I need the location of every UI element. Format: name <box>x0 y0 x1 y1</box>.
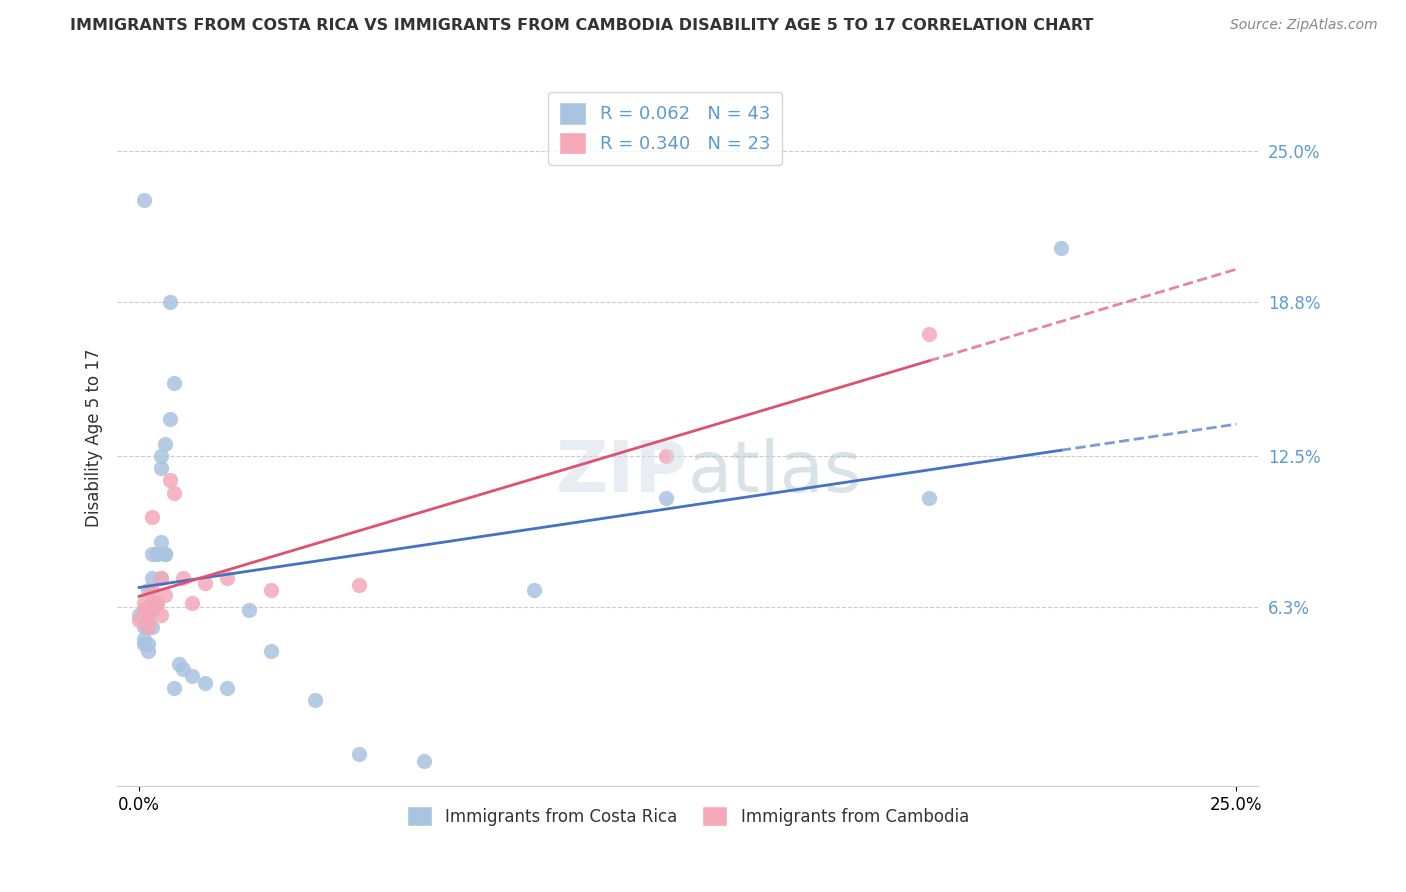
Point <box>260 583 283 598</box>
Point <box>655 449 678 463</box>
Point <box>132 603 155 617</box>
Point <box>918 491 941 505</box>
Point <box>163 681 186 695</box>
Point <box>150 449 173 463</box>
Point <box>145 596 167 610</box>
Point <box>413 755 436 769</box>
Point <box>136 637 159 651</box>
Legend: Immigrants from Costa Rica, Immigrants from Cambodia: Immigrants from Costa Rica, Immigrants f… <box>401 799 976 833</box>
Point <box>136 613 159 627</box>
Point <box>136 620 159 634</box>
Point <box>163 376 186 390</box>
Point <box>128 607 150 622</box>
Point <box>163 485 186 500</box>
Point <box>136 644 159 658</box>
Point <box>141 620 163 634</box>
Point <box>136 583 159 598</box>
Point <box>145 596 167 610</box>
Point <box>180 669 202 683</box>
Point <box>150 461 173 475</box>
Point <box>347 747 370 761</box>
Point <box>155 588 177 602</box>
Point <box>141 510 163 524</box>
Point <box>159 474 181 488</box>
Point <box>655 491 678 505</box>
Point <box>155 437 177 451</box>
Point <box>141 596 163 610</box>
Point <box>141 603 163 617</box>
Point <box>180 596 202 610</box>
Point <box>145 547 167 561</box>
Point <box>136 607 159 622</box>
Point <box>155 547 177 561</box>
Text: Source: ZipAtlas.com: Source: ZipAtlas.com <box>1230 18 1378 32</box>
Text: ZIP: ZIP <box>555 438 688 507</box>
Point <box>155 547 177 561</box>
Point <box>132 620 155 634</box>
Point <box>172 661 194 675</box>
Point <box>132 193 155 207</box>
Point <box>141 583 163 598</box>
Point <box>918 326 941 341</box>
Point <box>194 576 217 591</box>
Point <box>215 571 238 585</box>
Point <box>159 295 181 310</box>
Point <box>260 644 283 658</box>
Point <box>145 547 167 561</box>
Point <box>132 603 155 617</box>
Point <box>194 676 217 690</box>
Point <box>136 607 159 622</box>
Point <box>141 547 163 561</box>
Point <box>215 681 238 695</box>
Point <box>167 657 190 671</box>
Point <box>132 632 155 647</box>
Text: atlas: atlas <box>688 438 862 507</box>
Point <box>132 596 155 610</box>
Point <box>141 571 163 585</box>
Point <box>1050 241 1073 255</box>
Point <box>159 412 181 426</box>
Point <box>304 693 326 707</box>
Point <box>347 578 370 592</box>
Point <box>128 613 150 627</box>
Point <box>132 637 155 651</box>
Text: IMMIGRANTS FROM COSTA RICA VS IMMIGRANTS FROM CAMBODIA DISABILITY AGE 5 TO 17 CO: IMMIGRANTS FROM COSTA RICA VS IMMIGRANTS… <box>70 18 1094 33</box>
Point <box>523 583 546 598</box>
Point <box>172 571 194 585</box>
Point <box>150 571 173 585</box>
Point <box>150 534 173 549</box>
Y-axis label: Disability Age 5 to 17: Disability Age 5 to 17 <box>86 349 103 527</box>
Point <box>136 620 159 634</box>
Point <box>238 603 260 617</box>
Point <box>150 607 173 622</box>
Point <box>150 571 173 585</box>
